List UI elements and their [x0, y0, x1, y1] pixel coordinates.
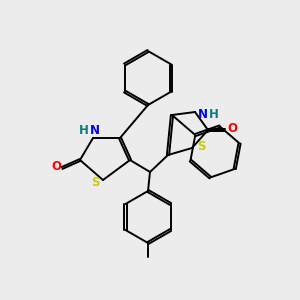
Text: S: S [197, 140, 205, 152]
Text: H: H [79, 124, 89, 137]
Text: N: N [90, 124, 100, 137]
Text: H: H [209, 109, 219, 122]
Text: O: O [227, 122, 237, 136]
Text: S: S [91, 176, 99, 188]
Text: N: N [198, 109, 208, 122]
Text: O: O [51, 160, 61, 173]
